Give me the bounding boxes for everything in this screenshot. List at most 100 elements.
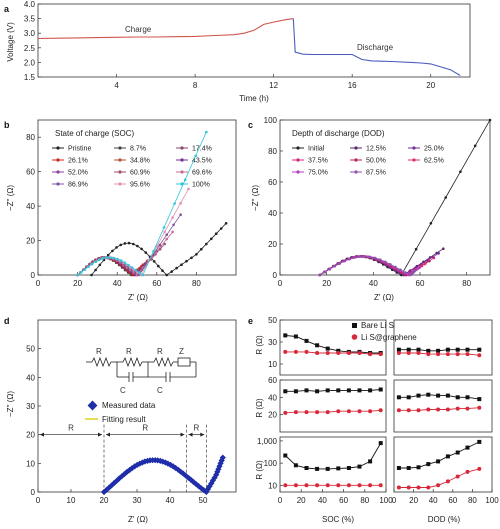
panel-e-subplot-frame <box>393 319 493 376</box>
panel-b-data-point <box>183 178 187 181</box>
panel-b-legend-marker <box>56 182 60 186</box>
panel-c-y-tick-label: 40 <box>268 209 277 218</box>
panel-e-bare-point <box>416 393 421 398</box>
panel-e-graphene-point <box>406 485 411 490</box>
panel-e-bare-point <box>416 347 421 352</box>
panel-d-x-tick-label: 10 <box>67 496 76 505</box>
panel-b-data-point <box>187 187 190 191</box>
panel-c-data-point <box>328 267 332 271</box>
panel-e-x-tick-label: 0 <box>392 496 397 505</box>
panel-c-legend-marker <box>296 170 300 174</box>
panel-e-y-tick-label: 30 <box>268 338 277 347</box>
panel-b-data-point <box>138 271 141 274</box>
panel-d-y-tick-label: 0 <box>31 488 36 497</box>
panel-c-legend-label: 62.5% <box>424 158 444 165</box>
panel-b-legend-label: 52.0% <box>68 170 88 177</box>
panel-e-graphene-point <box>477 353 482 358</box>
panel-b-series <box>76 130 228 277</box>
panel-b-data-point <box>127 241 131 245</box>
panel-b-data-point <box>190 256 193 260</box>
panel-c-data-point <box>363 255 367 258</box>
panel-c-data-point <box>435 251 439 255</box>
panel-b-data-point <box>101 257 105 260</box>
panel-b-legend-label: 100% <box>192 182 210 189</box>
panel-e-bare-point <box>455 347 460 352</box>
panel-b-y-tick-label: 40 <box>26 202 35 211</box>
panel-b-data-point <box>83 268 87 271</box>
panel-e-y-tick-label: 50 <box>268 316 277 325</box>
panel-c-x-tick-label: 80 <box>462 279 471 288</box>
legend-measured-label: Measured data <box>102 401 156 410</box>
panel-e-bare-point <box>283 453 288 458</box>
panel-b-data-point <box>157 264 160 268</box>
panel-b-x-tick-label: 40 <box>113 279 122 288</box>
panel-b-legend-label: 8.7% <box>130 146 146 153</box>
panel-d-y-label: −Z'' (Ω) <box>6 391 15 417</box>
panel-e-bare-point <box>304 388 309 393</box>
panel-b-data-point <box>130 266 134 269</box>
panel-e-graphene-point <box>293 349 298 354</box>
panel-e-graphene-point <box>465 469 470 474</box>
panel-e-graphene-point <box>396 485 401 490</box>
panel-b-data-point <box>185 259 188 263</box>
panel-b-data-point <box>165 273 168 277</box>
panel-c-data-point <box>418 266 422 269</box>
panel-e-graphene-point <box>416 408 421 413</box>
panel-e-graphene-point <box>455 352 460 357</box>
panel-b-y-tick-label: 60 <box>26 168 35 177</box>
panel-b-data-point <box>158 243 162 247</box>
panel-e-x-tick-label: 100 <box>485 496 499 505</box>
panel-a-charge-line <box>37 18 294 40</box>
panel-b-data-point <box>163 242 166 246</box>
panel-c-y-tick-label: 0 <box>273 271 278 280</box>
panel-b-data-point <box>179 201 182 205</box>
panel-e-y-label-rinf: R (Ω) <box>255 398 264 418</box>
panel-b-legend-label: 34.8% <box>130 158 150 165</box>
panel-b-data-point <box>175 266 178 270</box>
panel-e-graphene-line <box>285 351 381 355</box>
panel-b-ticks: 0 20 40 60 80 0 20 40 60 80 <box>26 133 201 288</box>
panel-e-y-tick-label: 100 <box>264 459 278 468</box>
panel-c-data-point <box>358 255 362 258</box>
panel-e-bare-point <box>477 439 482 444</box>
equivalent-circuit-diagram <box>86 356 197 382</box>
panel-d-y-tick-label: 20 <box>26 431 35 440</box>
panel-e-graphene-point <box>406 408 411 413</box>
panel-e-y-tick-label: 20 <box>268 411 277 420</box>
panel-e-bare-point <box>283 333 288 338</box>
panel-e-graphene-point <box>477 466 482 471</box>
panel-c-data-point <box>420 264 424 268</box>
panel-e-y-label-rct: R (Ω) <box>255 460 264 480</box>
panel-c-data-point <box>459 170 462 173</box>
panel-e-x-tick-label: 100 <box>379 496 393 505</box>
panel-d-series <box>100 454 226 496</box>
panel-b-data-point <box>123 242 127 245</box>
panel-c-y-tick-label: 80 <box>268 147 277 156</box>
panel-c-legend-title: Depth of discharge (DOD) <box>292 129 385 138</box>
panel-b-data-point <box>210 237 213 241</box>
panel-b-data-point <box>134 268 137 272</box>
panel-letter-a: a <box>4 4 10 14</box>
panel-b-legend-marker <box>56 170 60 174</box>
panel-e-graphene-point <box>436 407 441 412</box>
panel-b-data-point <box>171 216 174 219</box>
panel-e-graphene-point <box>315 483 320 488</box>
panel-e-bare-point <box>357 388 362 393</box>
panel-b-x-tick-label: 60 <box>152 279 161 288</box>
panel-e-bare-point <box>378 441 383 446</box>
panel-e-graphene-point <box>336 409 341 414</box>
panel-b-legend-marker <box>180 170 184 174</box>
panel-c-legend-marker <box>296 158 300 162</box>
panel-d-arrowhead-left <box>188 432 193 437</box>
panel-b-legend-marker <box>118 170 122 174</box>
panel-b-data-point <box>163 230 166 234</box>
panel-c-y-tick-label: 100 <box>264 116 278 125</box>
panel-c-x-tick-label: 0 <box>278 279 283 288</box>
circuit-label-rs: R <box>96 347 102 356</box>
panel-e-x-label-soc: SOC (%) <box>322 515 354 524</box>
panel-e-bare-point <box>406 347 411 352</box>
panel-e-bare-point <box>283 389 288 394</box>
panel-a-y-tick-label: 1.5 <box>24 73 36 82</box>
panel-e-bare-point <box>445 454 450 459</box>
